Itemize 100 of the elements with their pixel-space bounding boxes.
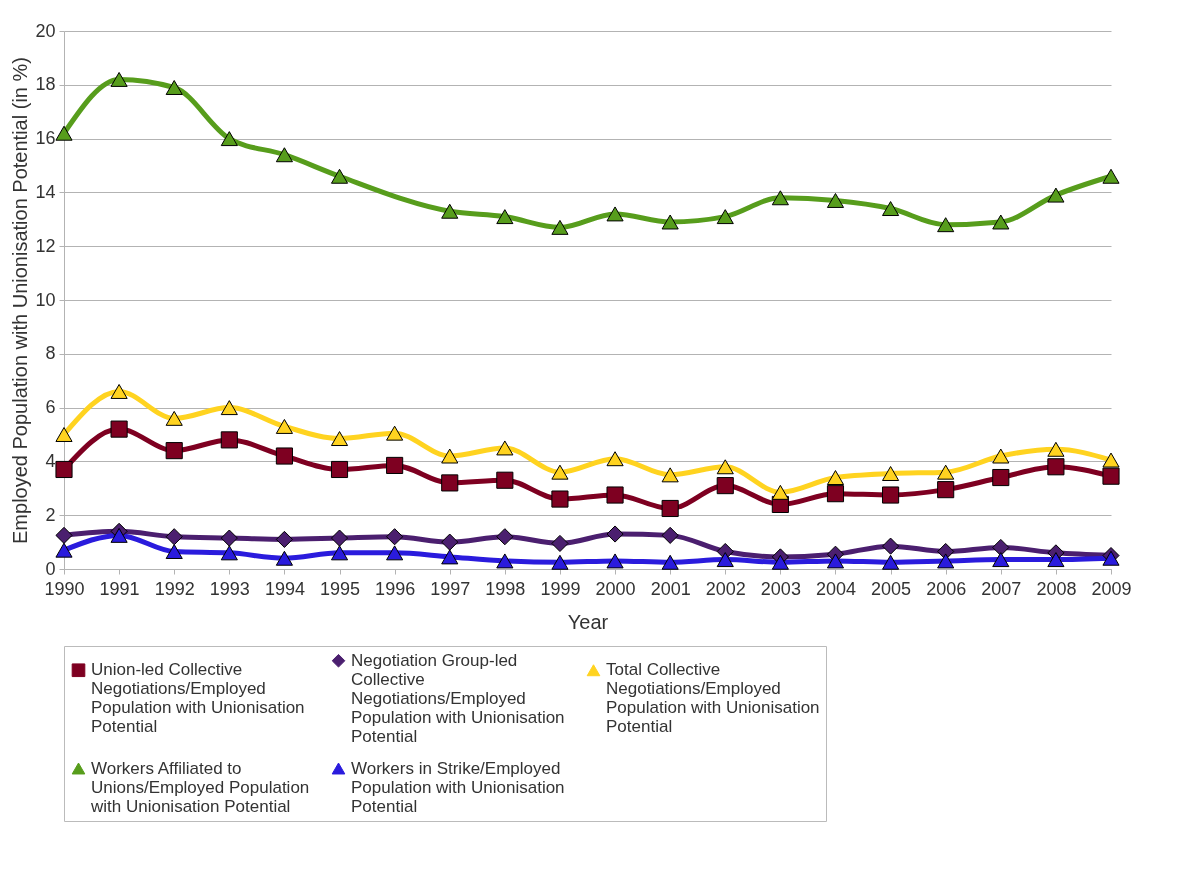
point	[937, 553, 955, 569]
x-tick-label: 1995	[320, 578, 361, 599]
point	[330, 529, 349, 547]
point	[165, 544, 183, 559]
point	[1047, 441, 1065, 457]
point	[716, 552, 734, 568]
point	[441, 549, 459, 565]
point	[441, 533, 459, 551]
point	[55, 125, 73, 141]
point	[275, 147, 293, 163]
point	[386, 528, 404, 546]
point	[220, 545, 238, 561]
point	[1047, 187, 1065, 203]
point	[826, 485, 845, 503]
y-tick-label: 14	[35, 181, 56, 202]
point	[606, 486, 624, 504]
x-tick-label: 1993	[209, 578, 250, 599]
point	[551, 490, 569, 508]
legend-label: Workers Affiliated to Unions/Employed Population with Unionisation Potential	[90, 758, 310, 816]
point	[220, 529, 238, 547]
point	[551, 464, 569, 480]
point	[882, 201, 900, 217]
y-tick-label: 4	[45, 450, 56, 471]
point	[1102, 452, 1120, 468]
point	[882, 466, 900, 481]
point	[606, 206, 624, 222]
point	[496, 553, 514, 569]
x-tick-label: 1991	[99, 578, 140, 599]
x-tick-label: 1992	[154, 578, 195, 599]
point	[716, 477, 734, 495]
point	[386, 456, 404, 474]
x-tick-label: 2007	[981, 578, 1022, 599]
y-tick-label: 20	[35, 20, 56, 41]
point	[496, 209, 514, 225]
point	[661, 214, 679, 230]
point	[606, 451, 624, 467]
point	[165, 528, 183, 546]
point	[826, 192, 845, 208]
point	[661, 467, 679, 483]
point	[992, 552, 1010, 568]
point	[55, 542, 73, 558]
point	[716, 459, 734, 475]
point	[551, 219, 569, 235]
y-axis-title: Employed Population with Unionisation Potential (in %)	[9, 57, 32, 544]
point	[661, 499, 679, 518]
y-tick-label: 12	[35, 235, 56, 256]
point	[992, 538, 1010, 557]
point	[110, 527, 128, 543]
x-tick-label: 2001	[650, 578, 691, 599]
x-tick-label: 2004	[815, 578, 856, 599]
point	[55, 460, 73, 479]
point	[496, 440, 514, 456]
point	[165, 410, 183, 426]
legend-label: Union-led Collective Negotiations/Employed Population with Unionisation Potential	[91, 660, 305, 737]
x-tick-label: 1997	[430, 578, 471, 599]
point	[441, 448, 459, 464]
legend-label: Negotiation Group-led Collective Negotiations/Employed Population with Unionisation Potential	[351, 650, 565, 746]
x-tick-label: 2000	[595, 578, 636, 599]
point	[1102, 168, 1120, 184]
point	[716, 209, 734, 225]
x-tick-label: 1996	[375, 578, 416, 599]
point	[992, 214, 1010, 230]
point	[551, 554, 569, 570]
point	[220, 431, 238, 449]
point	[110, 383, 128, 399]
x-tick-label: 2003	[760, 578, 801, 599]
x-tick-label: 1994	[264, 578, 305, 599]
point	[496, 528, 514, 546]
legend-label: Total Collective Negotiations/Employed Population with Unionisation Potential	[606, 660, 820, 737]
x-tick-label: 2009	[1091, 578, 1132, 599]
y-tick-label: 2	[45, 504, 56, 525]
point	[55, 427, 73, 442]
point	[661, 554, 679, 570]
x-axis-title: Year	[567, 610, 609, 633]
point	[330, 168, 349, 184]
point	[275, 447, 293, 465]
point	[441, 474, 459, 492]
point	[386, 545, 404, 561]
point	[606, 525, 624, 543]
y-tick-label: 10	[35, 289, 56, 310]
y-tick-label: 6	[45, 397, 56, 418]
point	[826, 553, 845, 569]
point	[330, 460, 349, 479]
point	[275, 418, 293, 434]
x-tick-label: 2002	[705, 578, 746, 599]
y-tick-label: 8	[45, 343, 56, 364]
point	[1047, 552, 1065, 568]
point	[771, 190, 789, 206]
point	[330, 545, 349, 561]
x-tick-label: 2008	[1036, 578, 1077, 599]
point	[882, 486, 900, 504]
point	[992, 448, 1010, 464]
point	[110, 420, 128, 438]
point	[55, 526, 73, 544]
point	[165, 442, 183, 460]
y-tick-label: 0	[45, 558, 56, 579]
legend-label: Workers in Strike/Employed Population with Unionisation Potential	[351, 758, 565, 816]
point	[1047, 458, 1065, 476]
point	[661, 526, 679, 544]
x-tick-label: 2006	[926, 578, 967, 599]
